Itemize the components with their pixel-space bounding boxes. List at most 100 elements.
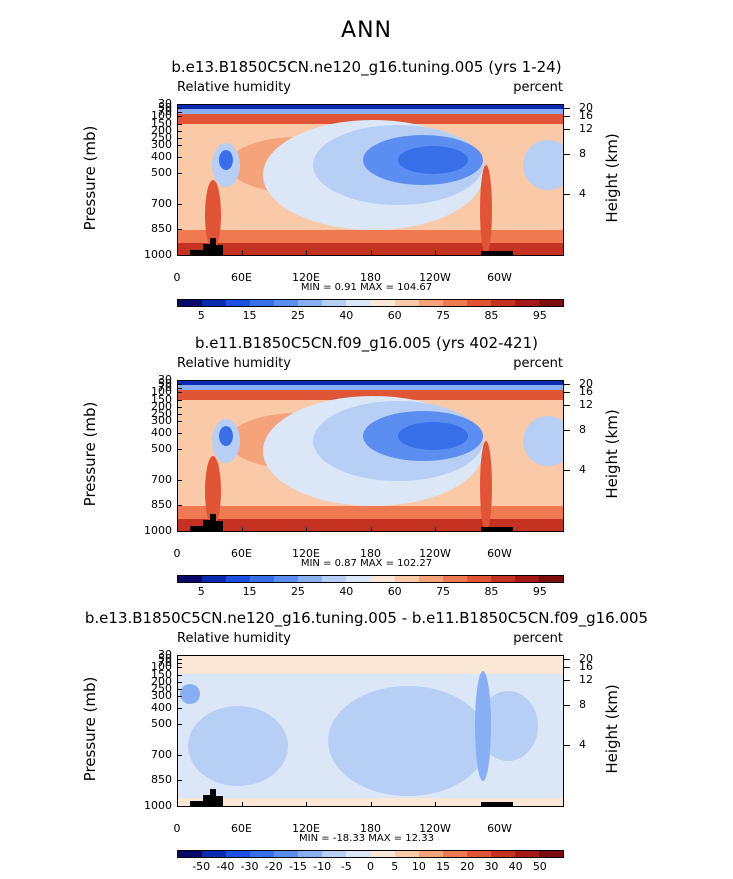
x-tick-label: 0	[173, 547, 181, 560]
topography	[190, 514, 223, 531]
left-subtitle: Relative humidity	[177, 80, 291, 95]
colorbar-swatch	[514, 300, 539, 306]
x-tick-label: 120E	[292, 271, 320, 284]
right-subtitle: percent	[513, 631, 563, 646]
y-axis-label-right: Height (km)	[603, 409, 621, 499]
colorbar-label: 20	[460, 860, 475, 873]
y-tick-label: 400	[151, 150, 172, 163]
colorbar-swatch	[394, 300, 419, 306]
y-tick-label: 1000	[144, 248, 172, 261]
y-tick-mark	[177, 659, 182, 660]
y-tick-label: 400	[151, 701, 172, 714]
y-tick-mark	[177, 755, 182, 756]
boundary-layer	[178, 519, 563, 531]
y-tick-mark	[177, 531, 182, 532]
height-tick-label: 20	[579, 377, 593, 390]
x-tick-label: 120E	[292, 822, 320, 835]
height-tick-mark	[564, 392, 570, 393]
y-tick-label: 50	[158, 377, 172, 390]
y-tick-mark	[177, 204, 182, 205]
left-subtitle: Relative humidity	[177, 631, 291, 646]
colorbar-swatch	[490, 851, 515, 857]
y-tick-label: 150	[151, 117, 172, 130]
height-tick-mark	[564, 108, 570, 109]
x-tick-label: 60W	[487, 271, 512, 284]
height-tick-label: 12	[579, 673, 593, 686]
x-tick-label: 60E	[231, 271, 252, 284]
colorbar-label: -30	[240, 860, 259, 873]
min-max-text: MIN = 0.91 MAX = 104.67	[300, 282, 433, 293]
moist-plume	[480, 441, 492, 531]
height-tick-label: 12	[579, 398, 593, 411]
dry-core	[398, 146, 468, 174]
y-tick-label: 300	[151, 689, 172, 702]
colorbar	[177, 575, 564, 583]
right-subtitle: percent	[513, 356, 563, 371]
x-tick-label: 120W	[419, 271, 451, 284]
y-tick-label: 500	[151, 717, 172, 730]
y-tick-mark	[177, 724, 182, 725]
contour-field	[178, 105, 563, 255]
x-tick-label: 120W	[419, 822, 451, 835]
panel-title: b.e13.B1850C5CN.ne120_g16.tuning.005 - b…	[84, 609, 649, 627]
x-tick-label: 180	[360, 271, 381, 284]
y-tick-label: 70	[158, 381, 172, 394]
y-tick-label: 500	[151, 442, 172, 455]
y-tick-label: 150	[151, 393, 172, 406]
y-tick-mark	[177, 667, 182, 668]
x-tick-mark	[370, 802, 372, 807]
colorbar-swatch	[370, 851, 395, 857]
dry-region	[523, 140, 563, 190]
colorbar-swatch	[514, 576, 539, 582]
y-tick-label: 30	[158, 373, 172, 386]
dry-region	[523, 416, 563, 466]
colorbar-swatch	[226, 300, 251, 306]
colorbar	[177, 850, 564, 858]
colorbar-swatch	[274, 300, 299, 306]
y-tick-label: 50	[158, 652, 172, 665]
colorbar-swatch	[202, 300, 227, 306]
y-tick-mark	[177, 255, 182, 256]
colorbar-label: 5	[391, 860, 399, 873]
x-tick-mark	[370, 527, 372, 532]
colorbar-swatch	[538, 300, 563, 306]
y-tick-mark	[177, 414, 182, 415]
y-tick-label: 1000	[144, 524, 172, 537]
x-tick-mark	[241, 802, 243, 807]
y-tick-mark	[177, 407, 182, 408]
y-axis-label: Pressure (mb)	[81, 125, 99, 231]
colorbar-swatch	[178, 851, 203, 857]
y-tick-label: 700	[151, 473, 172, 486]
colorbar-swatch	[418, 300, 443, 306]
x-tick-label: 60W	[487, 547, 512, 560]
colorbar-label: 5	[197, 309, 205, 322]
colorbar-label: 5	[197, 585, 205, 598]
colorbar-label: 75	[436, 309, 451, 322]
y-tick-label: 850	[151, 222, 172, 235]
colorbar-label: -50	[192, 860, 211, 873]
colorbar-swatch	[466, 851, 491, 857]
chart-panel: b.e11.B1850C5CN.f09_g16.005 (yrs 402-421…	[0, 334, 733, 604]
plot-area	[177, 655, 564, 807]
colorbar-swatch	[274, 576, 299, 582]
y-tick-label: 30	[158, 648, 172, 661]
colorbar-swatch	[394, 851, 419, 857]
colorbar-swatch	[178, 300, 203, 306]
colorbar-swatch	[226, 576, 251, 582]
colorbar-swatch	[418, 576, 443, 582]
y-tick-mark	[177, 108, 182, 109]
y-tick-mark	[177, 138, 182, 139]
y-tick-label: 250	[151, 682, 172, 695]
x-tick-mark	[435, 802, 436, 807]
y-tick-mark	[177, 682, 182, 683]
dry-core	[398, 422, 468, 450]
colorbar-swatch	[178, 576, 203, 582]
y-axis-label-right: Height (km)	[603, 133, 621, 223]
moist-plume	[480, 165, 492, 255]
y-tick-label: 30	[158, 97, 172, 110]
y-axis-label: Pressure (mb)	[81, 676, 99, 782]
plot-area	[177, 380, 564, 532]
x-tick-mark	[177, 802, 178, 807]
y-tick-label: 100	[151, 109, 172, 122]
y-tick-label: 850	[151, 773, 172, 786]
